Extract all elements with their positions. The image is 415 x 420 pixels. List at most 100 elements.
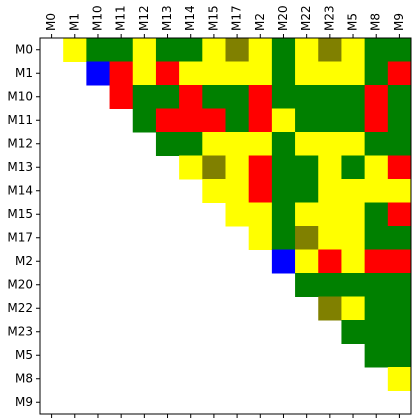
cell <box>225 132 250 156</box>
y-tick-label: M22 <box>7 301 33 315</box>
cell <box>387 249 412 274</box>
cell <box>109 38 134 62</box>
cell <box>364 85 389 109</box>
cell <box>295 85 319 109</box>
y-tick-label: M5 <box>15 348 33 362</box>
x-tick-label: M12 <box>137 5 151 31</box>
cell <box>318 38 342 62</box>
cell <box>295 202 319 227</box>
cell <box>202 179 226 203</box>
x-tick-label: M17 <box>230 5 244 31</box>
cell <box>155 85 180 109</box>
cell <box>295 61 319 86</box>
x-tick-label: M13 <box>160 5 174 31</box>
x-tick-label: M0 <box>44 13 58 31</box>
cell <box>155 61 180 86</box>
cell <box>271 132 296 156</box>
cell <box>248 61 273 86</box>
cell <box>202 85 226 109</box>
cell <box>341 85 366 109</box>
cell <box>202 38 226 62</box>
cell <box>295 273 319 297</box>
cell <box>132 108 157 133</box>
cell <box>179 155 203 180</box>
cell <box>155 132 180 156</box>
cell <box>271 179 296 203</box>
x-tick-label: M10 <box>90 5 104 31</box>
cell <box>63 38 87 62</box>
cell <box>387 155 412 180</box>
cell <box>295 226 319 250</box>
cell <box>155 108 180 133</box>
cell <box>341 249 366 274</box>
plot-frame <box>39 37 412 415</box>
x-tick-label: M2 <box>253 13 267 31</box>
cell <box>387 179 412 203</box>
cell <box>225 179 250 203</box>
cell <box>225 38 250 62</box>
cell <box>341 273 366 297</box>
cell <box>271 226 296 250</box>
cell <box>248 85 273 109</box>
cell <box>364 320 389 344</box>
y-tick-label: M0 <box>15 42 33 56</box>
cell <box>109 85 134 109</box>
cell <box>248 226 273 250</box>
cell <box>271 108 296 133</box>
y-tick-label: M14 <box>7 183 33 197</box>
cell <box>364 226 389 250</box>
cell <box>364 38 389 62</box>
cell <box>248 38 273 62</box>
cell <box>271 61 296 86</box>
cell <box>179 85 203 109</box>
cell <box>132 61 157 86</box>
cell <box>318 155 342 180</box>
cell <box>341 202 366 227</box>
cell <box>387 226 412 250</box>
cell <box>295 132 319 156</box>
y-tick-label: M11 <box>7 113 33 127</box>
cell <box>318 132 342 156</box>
cell <box>364 343 389 368</box>
cell <box>248 155 273 180</box>
cell <box>271 85 296 109</box>
cell <box>225 155 250 180</box>
cell <box>341 155 366 180</box>
cell <box>364 296 389 321</box>
cell <box>295 179 319 203</box>
cell <box>318 273 342 297</box>
cell <box>248 179 273 203</box>
cell <box>271 249 296 274</box>
x-tick-label: M1 <box>67 13 81 31</box>
cell <box>387 38 412 62</box>
cell <box>387 85 412 109</box>
cell <box>387 273 412 297</box>
cell <box>341 38 366 62</box>
cell <box>341 61 366 86</box>
y-tick-label: M2 <box>15 254 33 268</box>
cell <box>341 296 366 321</box>
cell <box>86 61 111 86</box>
cell <box>295 108 319 133</box>
cell <box>387 132 412 156</box>
cell <box>318 249 342 274</box>
y-tick-label: M17 <box>7 230 33 244</box>
cell <box>225 202 250 227</box>
cell <box>318 226 342 250</box>
cell <box>248 202 273 227</box>
y-tick-label: M10 <box>7 89 33 103</box>
cell <box>179 38 203 62</box>
x-tick-label: M20 <box>276 5 290 31</box>
cell <box>318 108 342 133</box>
cell <box>132 85 157 109</box>
x-tick-label: M22 <box>299 5 313 31</box>
cell <box>364 61 389 86</box>
y-tick-label: M1 <box>15 66 33 80</box>
x-tick-label: M8 <box>369 13 383 31</box>
y-tick-label: M8 <box>15 371 33 385</box>
cell <box>364 179 389 203</box>
cell <box>295 249 319 274</box>
cell <box>179 132 203 156</box>
cell <box>179 61 203 86</box>
cell <box>364 132 389 156</box>
